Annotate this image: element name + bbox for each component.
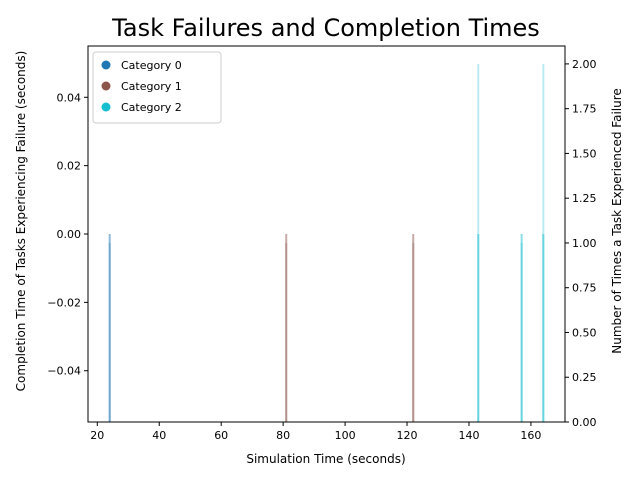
y-left-tick-label-2: 0.00 (57, 228, 82, 241)
chart-title: Task Failures and Completion Times (111, 14, 540, 42)
completion-marker-4 (520, 234, 523, 422)
completion-marker-1 (285, 234, 288, 422)
y-right-tick-label-4: 1.00 (572, 237, 597, 250)
y-axis-left-label: Completion Time of Tasks Experiencing Fa… (14, 51, 28, 392)
x-tick-label-2: 60 (214, 429, 228, 442)
x-tick-label-5: 120 (397, 429, 418, 442)
y-right-tick-label-7: 1.75 (572, 103, 597, 116)
x-tick-label-0: 20 (90, 429, 104, 442)
legend: Category 0 Category 1 Category 2 (92, 51, 222, 124)
legend-label-1: Category 1 (121, 80, 182, 93)
x-tick-label-6: 140 (458, 429, 479, 442)
legend-marker-2 (101, 102, 111, 112)
y-right-tick-label-1: 0.25 (572, 371, 597, 384)
x-axis-label: Simulation Time (seconds) (246, 452, 405, 466)
legend-marker-0 (101, 60, 111, 70)
legend-label-0: Category 0 (121, 59, 182, 72)
y-left-tick-label-4: 0.04 (57, 91, 82, 104)
completion-marker-3 (477, 234, 480, 422)
legend-marker-1 (101, 81, 111, 91)
y-right-tick-label-2: 0.50 (572, 326, 597, 339)
y-right-tick-label-5: 1.25 (572, 192, 597, 205)
y-left-tick-label-0: −0.04 (47, 365, 81, 378)
x-tick-label-7: 160 (520, 429, 541, 442)
y-left-tick-label-3: 0.02 (57, 160, 82, 173)
completion-marker-0 (108, 234, 111, 422)
x-tick-label-4: 100 (335, 429, 356, 442)
y-right-tick-label-0: 0.00 (572, 416, 597, 429)
completion-marker-2 (412, 234, 415, 422)
legend-label-2: Category 2 (121, 101, 182, 114)
y-left-tick-label-1: −0.02 (47, 296, 81, 309)
legend-box (92, 51, 222, 124)
y-right-tick-label-3: 0.75 (572, 282, 597, 295)
plot-area: 20 40 60 80 100 120 140 160 −0.04 −0.02 0.00 0.02 0.… (47, 45, 597, 442)
y-right-tick-label-6: 1.50 (572, 147, 597, 160)
x-tick-label-1: 40 (152, 429, 166, 442)
completion-marker-5 (542, 234, 545, 422)
x-tick-label-3: 80 (276, 429, 290, 442)
y-axis-right-label: Number of Times a Task Experienced Failu… (610, 88, 624, 354)
y-right-tick-label-8: 2.00 (572, 58, 597, 71)
